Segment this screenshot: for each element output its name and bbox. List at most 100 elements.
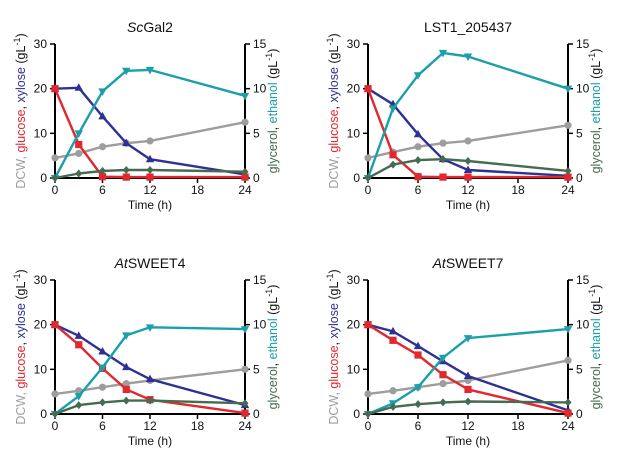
data-point-xylose: [122, 138, 131, 147]
data-point-dcw: [241, 118, 249, 126]
data-point-glycerol: [564, 166, 572, 175]
data-point-ethanol: [240, 326, 250, 334]
right-tick-label: 0: [253, 407, 260, 421]
x-tick-label: 6: [415, 419, 422, 433]
data-point-glucose: [564, 409, 572, 417]
data-point-glycerol: [414, 156, 422, 165]
right-label-unit-exp: -1: [587, 53, 597, 61]
data-point-glucose: [389, 336, 397, 344]
left-label-unit-close: ): [327, 33, 341, 37]
right-y-axis-label: glycerol, ethanol (gL-1): [264, 285, 280, 410]
right-tick-label: 10: [576, 318, 590, 332]
data-point-ethanol: [438, 354, 448, 363]
right-label-sep: ,: [589, 359, 603, 366]
data-point-glucose: [241, 409, 249, 417]
data-point-glycerol: [122, 396, 130, 405]
left-y-axis-label: DCW, glucose, xylose (gL-1): [12, 33, 28, 188]
chart-title: LST1_205437: [424, 19, 512, 35]
data-point-ethanol: [240, 92, 250, 101]
chart-title: AtSWEET7: [432, 255, 504, 271]
data-point-ethanol: [463, 53, 473, 62]
x-axis-label: Time (h): [128, 198, 172, 212]
series-line-glucose: [366, 88, 568, 179]
left-label-glucose: glucose: [14, 109, 28, 152]
data-point-glycerol: [389, 402, 397, 411]
right-label-ethanol: ethanol: [589, 82, 603, 123]
data-point-glucose: [414, 173, 422, 181]
data-point-ethanol: [122, 332, 131, 340]
x-axis-label: Time (h): [128, 434, 172, 448]
data-point-dcw: [564, 356, 572, 364]
data-point-xylose: [413, 341, 423, 350]
left-y-axis-label: DCW, glucose, xylose (gL-1): [325, 269, 341, 424]
data-point-glycerol: [75, 169, 83, 178]
series-line-glycerol: [54, 399, 246, 416]
chart-title-italic: At: [432, 255, 447, 271]
data-point-glycerol: [439, 155, 447, 164]
data-point-dcw: [439, 139, 447, 147]
data-point-glycerol: [99, 398, 106, 407]
series-line-glycerol: [367, 400, 569, 416]
left-label-unit-close: ): [14, 269, 28, 273]
left-label-xylose: xylose: [14, 303, 28, 338]
x-tick-label: 18: [191, 183, 205, 197]
right-y-axis-label: glycerol, ethanol (gL-1): [587, 285, 603, 410]
chart-title-rest: SWEET7: [446, 255, 504, 271]
right-tick-label: 5: [253, 362, 260, 376]
data-point-xylose: [463, 165, 473, 173]
x-tick-label: 6: [415, 183, 422, 197]
series-line-dcw: [54, 368, 246, 396]
right-label-ethanol: ethanol: [266, 82, 280, 123]
x-tick-label: 18: [511, 183, 525, 197]
x-tick-label: 18: [511, 419, 525, 433]
right-tick-label: 0: [576, 171, 583, 185]
data-point-glucose: [464, 173, 472, 181]
left-label-xylose: xylose: [327, 303, 341, 338]
right-label-unit: (gL: [266, 61, 280, 83]
data-point-glycerol: [464, 397, 472, 406]
series-line-dcw: [367, 359, 569, 396]
series-line-glucose: [367, 323, 569, 415]
right-label-ethanol: ethanol: [589, 318, 603, 359]
chart-title-rest: Gal2: [143, 19, 173, 35]
left-label-unit-exp: -1: [325, 274, 335, 282]
series-line-dcw: [367, 124, 569, 160]
left-label-unit-exp: -1: [12, 274, 22, 282]
left-label-glucose: glucose: [14, 345, 28, 388]
left-tick-label: 0: [353, 171, 360, 185]
right-tick-label: 0: [253, 171, 260, 185]
left-tick-label: 10: [347, 362, 361, 376]
data-point-ethanol: [74, 130, 83, 138]
left-label-sep: ,: [14, 339, 28, 346]
data-point-xylose: [74, 83, 83, 91]
x-tick-label: 24: [561, 183, 575, 197]
left-label-unit: (gL: [14, 281, 28, 303]
data-point-glucose: [75, 140, 83, 149]
right-label-unit-exp: -1: [264, 53, 274, 61]
right-label-ethanol: ethanol: [266, 318, 280, 359]
data-point-glucose: [439, 371, 447, 379]
series-line-xylose: [54, 323, 246, 407]
left-tick-label: 10: [34, 126, 48, 140]
left-label-unit: (gL: [327, 281, 341, 303]
series-line-ethanol: [53, 68, 246, 179]
x-tick-label: 18: [191, 419, 205, 433]
x-tick-label: 6: [99, 183, 106, 197]
data-point-glycerol: [99, 166, 106, 175]
right-tick-label: 15: [253, 37, 267, 51]
left-label-xylose: xylose: [14, 67, 28, 102]
x-tick-label: 12: [461, 183, 475, 197]
data-point-dcw: [439, 380, 447, 388]
x-tick-label: 24: [561, 419, 575, 433]
left-tick-label: 10: [34, 362, 48, 376]
chart-title-rest: SWEET4: [128, 255, 186, 271]
chart-panel-4: AtSWEET7 0 10 20 30 0 5 10 15 0 6 12 18 24 Time (h) DCW…: [325, 255, 603, 448]
data-point-glucose: [122, 385, 130, 394]
left-label-sep: ,: [14, 103, 28, 110]
left-label-dcw: DCW,: [14, 153, 28, 189]
data-point-glycerol: [51, 174, 59, 182]
left-label-dcw: DCW,: [327, 153, 341, 189]
series-line-ethanol: [367, 327, 569, 416]
data-point-ethanol: [563, 326, 573, 334]
data-point-glycerol: [241, 167, 249, 176]
